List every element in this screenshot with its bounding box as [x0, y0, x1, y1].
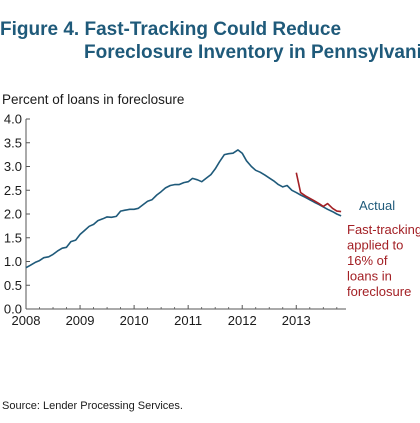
- y-tick-label: 4.0: [4, 112, 22, 127]
- chart-axes: [25, 118, 346, 310]
- y-tick-label: 0.0: [4, 302, 22, 317]
- y-tick-label: 0.5: [4, 278, 22, 293]
- series-label-fast-tracking: Fast-tracking: [347, 222, 420, 237]
- y-tick-label: 2.0: [4, 207, 22, 222]
- x-tick-label: 2012: [228, 313, 257, 328]
- x-tick-label: 2013: [282, 313, 311, 328]
- chart-title-line-2: Foreclosure Inventory in Pennsylvania: [84, 42, 420, 63]
- series-label-fast-tracking: foreclosure: [347, 284, 411, 299]
- tick-labels: 0.0 0.5 1.0 1.5 2.0 2.5 3.0 3.5 4.0 2008 2009 2010 2…: [4, 112, 311, 329]
- line-chart: 0.0 0.5 1.0 1.5 2.0 2.5 3.0 3.5 4.0 2008 2009 2010 2…: [4, 112, 420, 329]
- chart-title: Figure 4. Fast-Tracking Could Reduce For…: [0, 18, 420, 64]
- series-label-fast-tracking: 16% of: [347, 253, 388, 268]
- x-tick-label: 2010: [120, 313, 149, 328]
- series-label-fast-tracking: applied to: [347, 238, 403, 253]
- y-tick-label: 1.5: [4, 230, 22, 245]
- x-tick-label: 2008: [12, 313, 41, 328]
- source-note: Source: Lender Processing Services.: [2, 400, 183, 412]
- series-label-actual: Actual: [359, 198, 395, 213]
- y-tick-label: 2.5: [4, 183, 22, 198]
- series-lines: [25, 149, 342, 269]
- x-tick-label: 2011: [174, 313, 202, 328]
- series-label-fast-tracking: loans in: [347, 269, 392, 284]
- y-axis-label: Percent of loans in foreclosure: [2, 92, 185, 107]
- chart-title-line-1: Figure 4. Fast-Tracking Could Reduce: [0, 19, 342, 40]
- x-tick-label: 2009: [66, 313, 95, 328]
- y-tick-label: 3.0: [4, 159, 22, 174]
- y-tick-label: 3.5: [4, 135, 22, 150]
- series-line-fast-tracking: [295, 172, 342, 213]
- y-tick-label: 1.0: [4, 254, 22, 269]
- series-line-actual: [25, 149, 342, 269]
